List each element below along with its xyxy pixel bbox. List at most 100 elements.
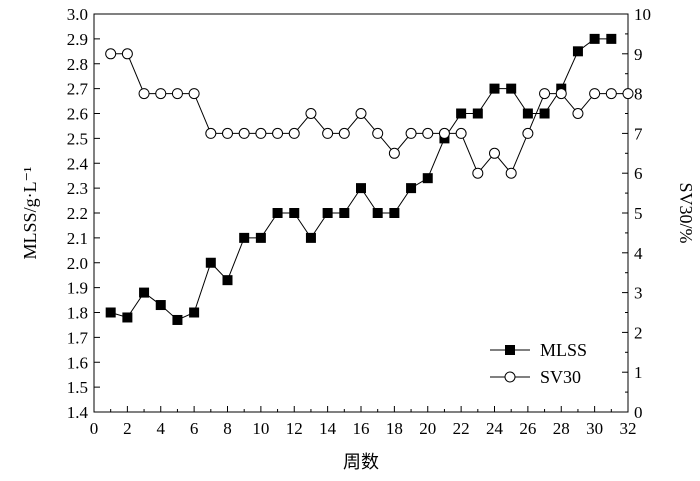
mlss-point <box>372 208 383 218</box>
mlss-point <box>572 46 583 57</box>
left-y-tick-label: 2.3 <box>67 179 88 198</box>
x-tick-label: 10 <box>252 419 269 438</box>
mlss-point <box>406 183 417 194</box>
x-tick-label: 8 <box>223 419 232 438</box>
sv30-point <box>322 127 334 139</box>
mlss-point <box>456 108 467 119</box>
sv30-point <box>605 88 617 100</box>
mlss-point <box>356 183 366 194</box>
mlss-point <box>606 33 617 44</box>
left-y-tick-label: 1.6 <box>67 353 88 372</box>
sv30-point <box>238 127 250 139</box>
sv30-point <box>422 127 434 139</box>
x-tick-label: 12 <box>286 419 303 438</box>
legend-sv30-label: SV30 <box>540 367 581 387</box>
left-y-tick-label: 1.8 <box>67 304 88 323</box>
mlss-point <box>389 208 400 218</box>
left-y-tick-label: 3.0 <box>67 5 88 24</box>
sv30-point <box>188 88 200 100</box>
sv30-series-line <box>110 53 628 175</box>
mlss-point <box>289 208 300 218</box>
x-tick-label: 2 <box>123 419 132 438</box>
mlss-point <box>255 232 266 243</box>
mlss-point <box>189 307 200 318</box>
mlss-point <box>589 33 600 44</box>
x-tick-label: 14 <box>319 419 337 438</box>
right-y-tick-label: 2 <box>634 323 643 342</box>
x-tick-label: 4 <box>157 419 166 438</box>
sv30-point <box>205 127 217 139</box>
sv30-point <box>255 127 267 139</box>
sv30-point <box>355 108 367 119</box>
sv30-point <box>505 167 517 179</box>
right-y-axis-ticks: 0 1 2 3 4 5 6 7 8 9 10 <box>622 5 651 422</box>
mlss-point <box>522 108 533 119</box>
x-tick-label: 18 <box>386 419 403 438</box>
sv30-point <box>372 127 384 139</box>
left-y-tick-label: 1.9 <box>67 279 88 298</box>
left-y-tick-label: 2.2 <box>67 204 88 223</box>
sv30-point <box>105 48 117 60</box>
mlss-point <box>339 208 350 218</box>
sv30-point <box>622 88 634 100</box>
left-y-tick-label: 1.7 <box>67 328 89 347</box>
mlss-point <box>105 307 116 318</box>
legend-mlss-label: MLSS <box>540 340 587 360</box>
x-tick-label: 26 <box>519 419 536 438</box>
sv30-point <box>539 88 551 100</box>
series-layer <box>105 33 634 325</box>
sv30-point <box>155 88 167 100</box>
left-y-tick-label: 2.5 <box>67 129 88 148</box>
x-axis-label: 周数 <box>343 452 379 472</box>
mlss-point <box>205 257 216 268</box>
mlss-point <box>122 312 133 323</box>
mlss-point <box>539 108 550 119</box>
sv30-point <box>121 48 133 60</box>
sv30-point <box>472 167 484 179</box>
sv30-point <box>222 127 233 139</box>
x-tick-label: 20 <box>419 419 436 438</box>
mlss-point <box>239 232 250 243</box>
mlss-point <box>322 208 333 218</box>
left-y-axis-label: MLSS/g·L⁻¹ <box>20 167 40 260</box>
right-y-axis-label: SV30/% <box>676 182 696 243</box>
x-tick-label: 16 <box>353 419 370 438</box>
x-tick-label: 6 <box>190 419 199 438</box>
mlss-point <box>422 173 433 184</box>
sv30-point <box>272 127 284 139</box>
sv30-point <box>572 108 584 119</box>
mlss-series-line <box>110 38 612 321</box>
sv30-point <box>589 88 601 100</box>
sv30-point <box>171 88 183 100</box>
x-axis-ticks: 0 2 4 6 8 10 12 14 16 18 20 22 24 26 28 30 32 <box>90 406 637 438</box>
mlss-point <box>139 287 150 298</box>
mlss-point <box>472 108 483 119</box>
mlss-point <box>155 300 166 311</box>
legend: MLSS SV30 <box>490 340 587 387</box>
mlss-point <box>506 83 517 94</box>
right-y-tick-label: 8 <box>634 85 643 104</box>
sv30-point <box>388 147 400 159</box>
mlss-point <box>489 83 500 94</box>
left-y-tick-label: 1.5 <box>67 378 88 397</box>
mlss-point <box>172 314 183 325</box>
left-y-tick-label: 2.1 <box>67 229 88 248</box>
right-y-tick-label: 7 <box>634 124 643 143</box>
x-tick-label: 28 <box>553 419 570 438</box>
sv30-point <box>489 147 500 159</box>
x-tick-label: 32 <box>620 419 637 438</box>
x-tick-label: 24 <box>486 419 504 438</box>
x-tick-label: 30 <box>586 419 603 438</box>
right-y-tick-label: 1 <box>634 363 643 382</box>
left-y-axis-ticks: 1.4 1.5 1.6 1.7 1.8 1.9 2.0 2.1 2.2 2.3 2.4 2.5 2.6 2… <box>67 5 100 422</box>
left-y-tick-label: 2.9 <box>67 30 88 49</box>
left-y-tick-label: 2.7 <box>67 80 89 99</box>
sv30-point <box>138 88 150 100</box>
right-y-tick-label: 4 <box>634 244 643 263</box>
left-y-tick-label: 2.0 <box>67 254 88 273</box>
sv30-point <box>288 127 300 139</box>
sv30-point <box>338 127 350 139</box>
right-y-tick-label: 3 <box>634 284 643 303</box>
sv30-point <box>405 127 417 139</box>
